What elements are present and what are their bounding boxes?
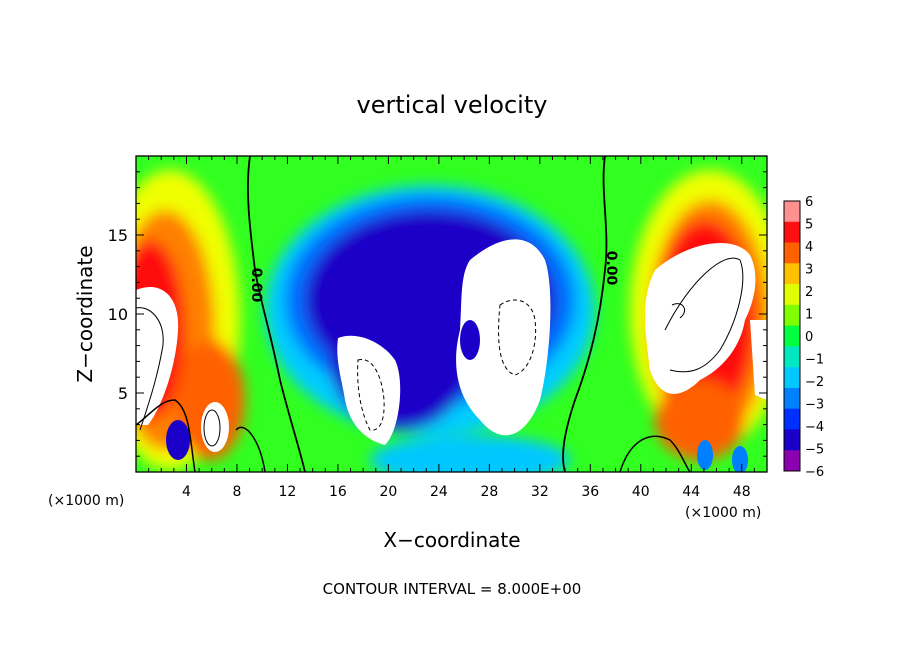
colorbar-label: −6 <box>805 465 824 480</box>
colorbar-swatch <box>784 263 800 285</box>
colorbar-frame <box>783 200 801 472</box>
colorbar-label: 0 <box>805 330 813 345</box>
contour-interval-footer: CONTOUR INTERVAL = 8.000E+00 <box>323 580 582 598</box>
colorbar-label: −1 <box>805 353 824 368</box>
x-tick-label: 40 <box>632 484 650 500</box>
colorbar-label: 3 <box>805 263 813 278</box>
x-unit-left: (×1000 m) <box>48 493 124 509</box>
x-tick-label: 16 <box>329 484 347 500</box>
y-axis-label: Z−coordinate <box>73 245 97 382</box>
colorbar-label: 4 <box>805 240 813 255</box>
y-tick-label: 5 <box>118 384 128 403</box>
plot-area <box>136 156 767 472</box>
colorbar-label: 2 <box>805 285 813 300</box>
colorbar-swatch <box>784 367 800 389</box>
x-tick-label: 32 <box>531 484 549 500</box>
colorbar-label: −5 <box>805 443 824 458</box>
colorbar: 6 5 4 3 2 1 0 −1 −2 −3 −4 −5 −6 <box>783 195 824 480</box>
colorbar-swatch <box>784 325 800 347</box>
x-axis-label: X−coordinate <box>383 528 520 552</box>
y-tick-label: 10 <box>108 305 128 324</box>
colorbar-swatch <box>784 221 800 244</box>
x-tick-label: 12 <box>279 484 297 500</box>
colorbar-label: −3 <box>805 398 824 413</box>
colorbar-swatch <box>784 450 800 472</box>
x-tick-label: 4 <box>182 484 191 500</box>
x-tick-label: 28 <box>480 484 498 500</box>
y-axis: 5 10 15 <box>108 155 767 473</box>
colorbar-swatch <box>784 201 800 223</box>
x-tick-label: 36 <box>581 484 599 500</box>
colorbar-swatch <box>784 408 800 430</box>
chart-title: vertical velocity <box>357 91 548 119</box>
x-tick-label: 24 <box>430 484 448 500</box>
x-unit-right: (×1000 m) <box>685 505 761 521</box>
colorbar-swatch <box>784 242 800 264</box>
x-axis: 4 8 12 16 20 24 28 32 36 40 44 48 <box>135 156 768 500</box>
x-tick-label: 44 <box>682 484 700 500</box>
colorbar-label: 5 <box>805 218 813 233</box>
colorbar-swatch <box>784 346 800 368</box>
colorbar-swatch <box>784 387 800 410</box>
colorbar-label: 1 <box>805 308 813 323</box>
contour-label-left: 0.00 <box>248 268 264 303</box>
x-tick-label: 20 <box>379 484 397 500</box>
colorbar-label: 6 <box>805 195 813 210</box>
colorbar-label: −4 <box>805 420 824 435</box>
colorbar-swatch <box>784 429 800 451</box>
colorbar-swatch <box>784 304 800 327</box>
contour-label-right: 0.00 <box>603 251 619 286</box>
colorbar-swatch <box>784 284 800 306</box>
x-tick-label: 48 <box>733 484 751 500</box>
x-tick-label: 8 <box>232 484 241 500</box>
colorbar-label: −2 <box>805 375 824 390</box>
y-tick-label: 15 <box>108 226 128 245</box>
